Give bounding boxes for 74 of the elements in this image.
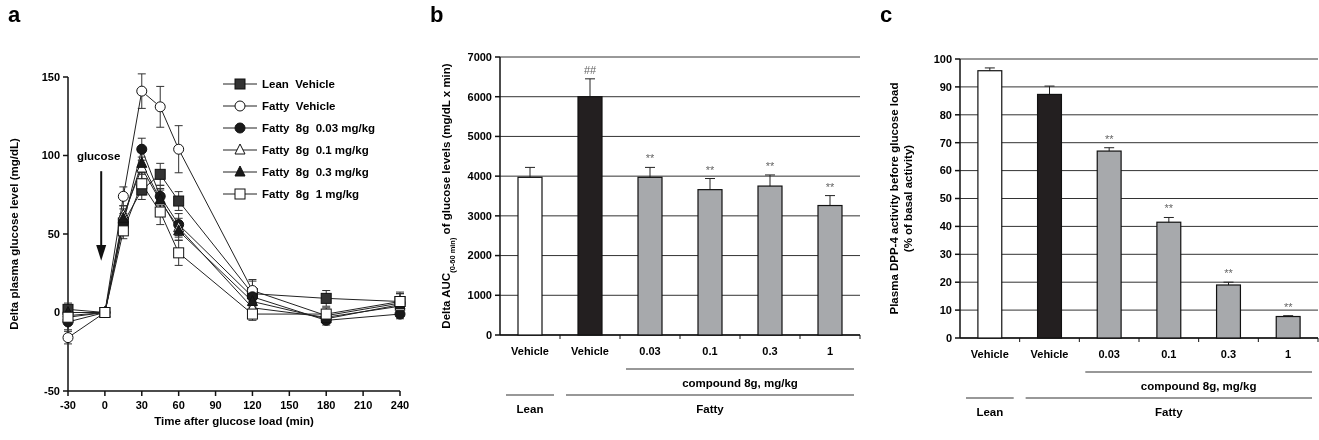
y-tick-label: 100 xyxy=(41,149,60,162)
y-tick-label: 5000 xyxy=(467,130,492,143)
y-tick-label: 90 xyxy=(939,80,952,93)
y-tick-label: 50 xyxy=(939,192,952,205)
y-axis-title: Plasma DPP-4 activity before glucose load (% of basal activity) xyxy=(888,82,914,315)
x-tick-label: Vehicle xyxy=(571,345,609,357)
y-tick-label: 70 xyxy=(939,136,952,149)
data-label: ** xyxy=(645,152,655,165)
legend-label: Lean Vehicle xyxy=(262,78,335,91)
y-axis-title: Delta plasma glucose level (mg/dL) xyxy=(8,137,20,330)
y-tick-label: 4000 xyxy=(467,169,492,182)
text: Lean xyxy=(976,406,1004,418)
data-label: ** xyxy=(1283,300,1294,313)
y-tick-label: 1000 xyxy=(467,289,492,302)
y-tick-label: 100 xyxy=(933,52,952,65)
text: Lean xyxy=(516,403,544,415)
y-tick-label: 0 xyxy=(485,328,492,341)
data-label: ** xyxy=(705,163,715,176)
data-label: ## xyxy=(583,63,597,76)
x-tick-label: 180 xyxy=(317,399,336,411)
x-tick-label: 30 xyxy=(135,399,148,411)
x-tick-label: 0 xyxy=(101,399,108,411)
x-tick-label: 90 xyxy=(209,399,222,411)
data-label: ** xyxy=(765,159,775,172)
text: Fatty xyxy=(1155,406,1184,418)
x-tick-label: 210 xyxy=(353,399,373,411)
annotation: glucose xyxy=(76,150,121,163)
text: Fatty xyxy=(696,403,725,415)
y-tick-label: 40 xyxy=(939,220,952,233)
chart-title: b xyxy=(430,2,444,27)
legend-label: Fatty 8g 0.03 mg/kg xyxy=(262,122,376,135)
x-tick-label: 0.3 xyxy=(762,345,778,357)
y-tick-label: 2000 xyxy=(467,249,492,262)
y-tick-label: 150 xyxy=(41,70,60,83)
x-tick-label: 0.1 xyxy=(702,345,718,357)
x-tick-label: 240 xyxy=(390,399,410,411)
y-tick-label: 10 xyxy=(939,303,952,316)
x-tick-label: Vehicle xyxy=(970,348,1009,360)
x-tick-label: 60 xyxy=(172,399,185,411)
y-tick-label: 7000 xyxy=(467,50,492,63)
x-tick-label: 1 xyxy=(826,345,834,357)
legend-label: Fatty Vehicle xyxy=(262,100,336,113)
legend-label: Fatty 8g 0.1 mg/kg xyxy=(262,144,369,157)
legend-label: Fatty 8g 0.3 mg/kg xyxy=(262,166,369,179)
text: compound 8g, mg/kg xyxy=(1140,380,1257,392)
y-tick-label: -50 xyxy=(44,384,60,397)
x-tick-label: Vehicle xyxy=(511,345,549,357)
y-tick-label: 0 xyxy=(945,331,952,344)
x-tick-label: 0.3 xyxy=(1220,348,1237,360)
y-tick-label: 0 xyxy=(53,306,60,319)
chart-title: c xyxy=(880,2,893,27)
y-tick-label: 6000 xyxy=(467,90,492,103)
x-tick-label: 1 xyxy=(1285,348,1292,360)
x-tick-label: Vehicle xyxy=(1030,348,1069,360)
data-label: ** xyxy=(1164,202,1174,215)
y-tick-label: 60 xyxy=(939,164,952,177)
x-tick-label: 120 xyxy=(243,399,262,411)
x-axis-title: Time after glucose load (min) xyxy=(154,415,314,427)
y-tick-label: 80 xyxy=(939,108,952,121)
data-label: ** xyxy=(1104,132,1115,145)
x-tick-label: 0.1 xyxy=(1161,348,1177,360)
x-tick-label: 0.03 xyxy=(1098,348,1120,360)
y-tick-label: 50 xyxy=(47,227,60,240)
y-tick-label: 20 xyxy=(939,276,952,289)
data-label: ** xyxy=(825,180,835,193)
text: compound 8g, mg/kg xyxy=(682,377,798,389)
data-label: ** xyxy=(1224,267,1234,280)
legend-label: Fatty 8g 1 mg/kg xyxy=(262,188,360,201)
x-tick-label: 0.03 xyxy=(639,345,661,357)
x-tick-label: 150 xyxy=(280,399,299,411)
x-tick-label: -30 xyxy=(60,399,76,411)
y-tick-label: 3000 xyxy=(467,209,492,222)
chart-title: a xyxy=(8,2,21,27)
y-tick-label: 30 xyxy=(939,248,952,261)
